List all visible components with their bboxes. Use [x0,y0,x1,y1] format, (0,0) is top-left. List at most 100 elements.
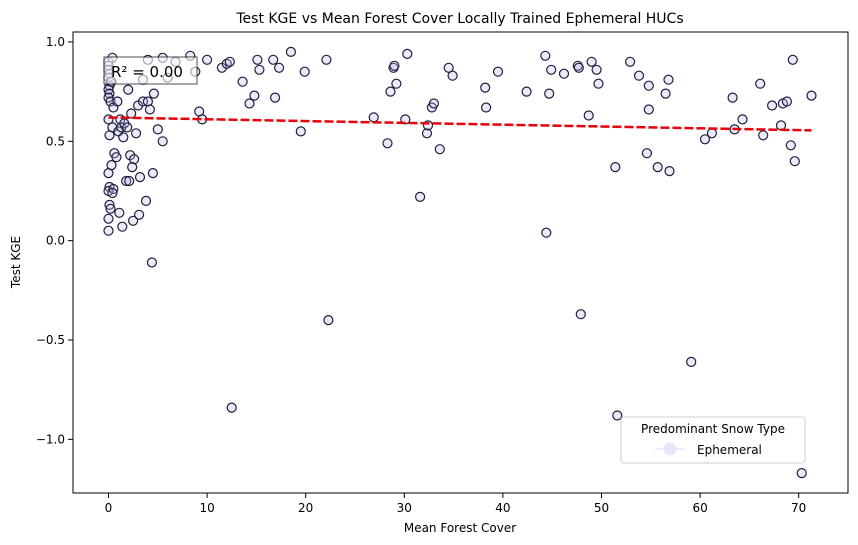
data-point-127 [663,74,674,85]
legend: Predominant Snow Type Ephemeral [620,416,806,464]
data-point-120 [624,56,636,67]
data-point-119 [612,410,623,421]
data-point-142 [787,54,798,65]
data-point-37 [121,175,132,187]
y-tick-label-3: 0.5 [46,134,65,148]
data-point-145 [806,90,817,101]
data-point-121 [633,70,645,81]
data-point-88 [385,86,396,97]
y-tick-label-2: 0.0 [46,234,65,248]
data-point-144 [796,468,807,479]
data-point-10 [105,96,116,107]
y-axis-label: Test KGE [9,236,23,289]
data-point-49 [134,209,145,220]
data-point-17 [105,203,116,214]
data-point-78 [268,54,279,65]
x-tick-label-10: 10 [199,501,214,515]
data-point-103 [481,102,492,113]
data-point-35 [117,221,128,232]
data-point-75 [249,90,260,101]
data-point-73 [237,76,248,87]
data-point-124 [643,104,654,115]
data-point-108 [544,88,555,99]
data-point-40 [124,175,135,187]
data-point-95 [421,128,433,139]
data-point-123 [643,80,654,91]
data-point-28 [112,96,123,107]
x-tick-label-30: 30 [397,501,412,515]
data-point-135 [755,78,766,89]
data-point-58 [157,136,168,147]
data-point-132 [727,92,738,103]
data-point-106 [540,50,551,61]
trend-line [108,116,812,132]
data-point-112 [573,62,584,73]
data-point-125 [652,162,663,173]
data-point-55 [148,88,159,99]
data-point-77 [254,64,265,75]
data-point-24 [106,160,117,171]
data-point-137 [766,100,778,111]
data-point-32 [114,207,125,218]
data-point-39 [123,84,134,95]
y-tick-label-0: −1.0 [36,432,65,446]
data-point-46 [131,128,142,139]
annotation-box [103,56,198,85]
data-point-44 [129,154,140,165]
data-point-141 [785,140,796,151]
x-tick-label-70: 70 [791,501,806,515]
data-point-18 [103,213,114,224]
data-point-48 [134,172,146,183]
data-point-98 [428,98,439,109]
data-point-85 [323,315,334,326]
data-point-136 [758,130,769,141]
data-point-43 [127,162,138,173]
data-point-105 [521,86,532,97]
legend-marker [663,442,677,456]
data-point-110 [558,68,570,79]
data-point-86 [368,112,379,123]
data-point-27 [107,187,118,199]
data-point-57 [152,124,163,135]
data-point-122 [641,148,653,159]
legend-title: Predominant Snow Type [641,422,785,436]
plot-frame [72,31,849,494]
data-point-102 [480,82,491,93]
x-tick-label-50: 50 [594,501,609,515]
data-point-126 [660,88,671,99]
x-axis: 0 10 20 30 40 50 60 70 [105,493,806,515]
data-point-143 [789,156,800,167]
data-point-134 [737,114,748,125]
y-axis: −1.0 −0.5 0.0 0.5 1.0 [36,35,73,446]
data-point-93 [402,48,413,60]
data-point-53 [144,104,155,115]
data-point-83 [299,66,310,77]
r-squared-annotation: R² = 0.00 [103,56,198,85]
data-point-71 [224,56,235,67]
data-point-81 [285,46,296,58]
data-point-34 [118,132,129,143]
data-point-130 [699,134,711,145]
data-point-115 [586,56,597,67]
x-tick-label-20: 20 [298,501,313,515]
data-point-52 [142,96,153,107]
data-point-117 [593,78,604,89]
data-point-29 [111,152,122,163]
data-point-45 [128,215,139,226]
data-point-79 [270,92,281,103]
data-point-100 [443,62,454,73]
data-point-140 [781,96,793,107]
data-point-131 [706,128,718,139]
data-point-109 [546,64,557,75]
data-point-99 [434,144,445,155]
data-point-82 [295,126,306,137]
y-tick-label-1: −0.5 [36,333,65,347]
data-point-91 [391,78,402,89]
chart-title: Test KGE vs Mean Forest Cover Locally Tr… [235,11,683,27]
data-point-128 [664,166,675,177]
legend-entry-ephemeral: Ephemeral [697,443,762,457]
data-point-51 [140,195,152,206]
data-point-19 [103,225,114,236]
data-point-38 [122,122,133,133]
